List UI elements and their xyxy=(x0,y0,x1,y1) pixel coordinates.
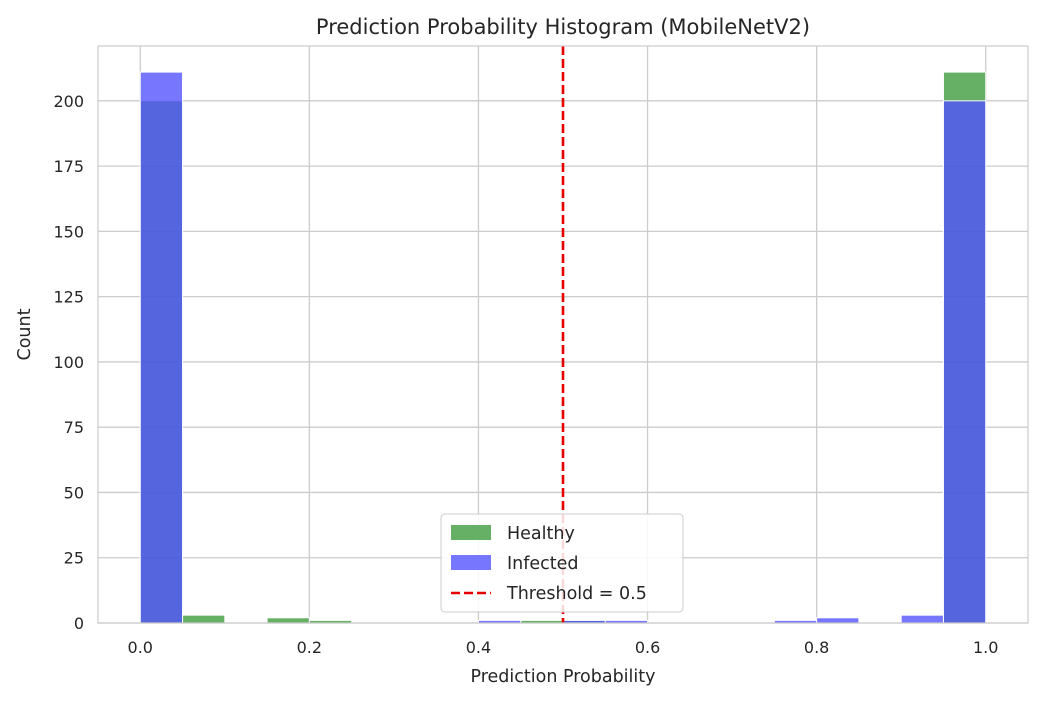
x-tick-label: 0.8 xyxy=(804,638,829,657)
legend: Healthy Infected Threshold = 0.5 xyxy=(440,513,684,613)
y-tick-label: 200 xyxy=(53,92,84,111)
y-tick-label: 125 xyxy=(53,288,84,307)
legend-box xyxy=(440,513,684,613)
y-tick-label: 150 xyxy=(53,222,84,241)
legend-label-infected: Infected xyxy=(507,554,579,574)
infected-bar xyxy=(900,614,944,624)
chart-title: Prediction Probability Histogram (Mobile… xyxy=(316,15,810,39)
x-tick-label: 0.2 xyxy=(297,638,322,657)
healthy-bar xyxy=(182,614,226,624)
x-axis-label: Prediction Probability xyxy=(470,667,655,687)
infected-bar xyxy=(139,71,184,624)
legend-label-threshold: Threshold = 0.5 xyxy=(506,584,647,604)
legend-swatch-healthy xyxy=(451,525,491,540)
plot-frame xyxy=(97,45,1029,624)
y-tick-label: 175 xyxy=(53,157,84,176)
y-ticks: 0 25 50 75 100 125 150 175 200 xyxy=(53,92,84,633)
y-axis-label: Count xyxy=(15,308,35,360)
y-tick-label: 75 xyxy=(64,418,84,437)
x-tick-label: 0.0 xyxy=(128,638,153,657)
legend-swatch-infected xyxy=(451,555,491,570)
y-tick-label: 50 xyxy=(64,483,84,502)
legend-label-healthy: Healthy xyxy=(507,524,575,544)
y-tick-label: 25 xyxy=(64,549,84,568)
infected-bars xyxy=(139,71,987,624)
y-tick-label: 100 xyxy=(53,353,84,372)
y-tick-label: 0 xyxy=(74,614,84,633)
x-tick-label: 0.4 xyxy=(466,638,491,657)
infected-bar xyxy=(942,100,987,624)
x-tick-label: 1.0 xyxy=(973,638,998,657)
x-tick-label: 0.6 xyxy=(635,638,660,657)
x-ticks: 0.0 0.2 0.4 0.6 0.8 1.0 xyxy=(128,638,999,657)
healthy-bar xyxy=(266,617,310,624)
infected-bar xyxy=(816,617,860,624)
